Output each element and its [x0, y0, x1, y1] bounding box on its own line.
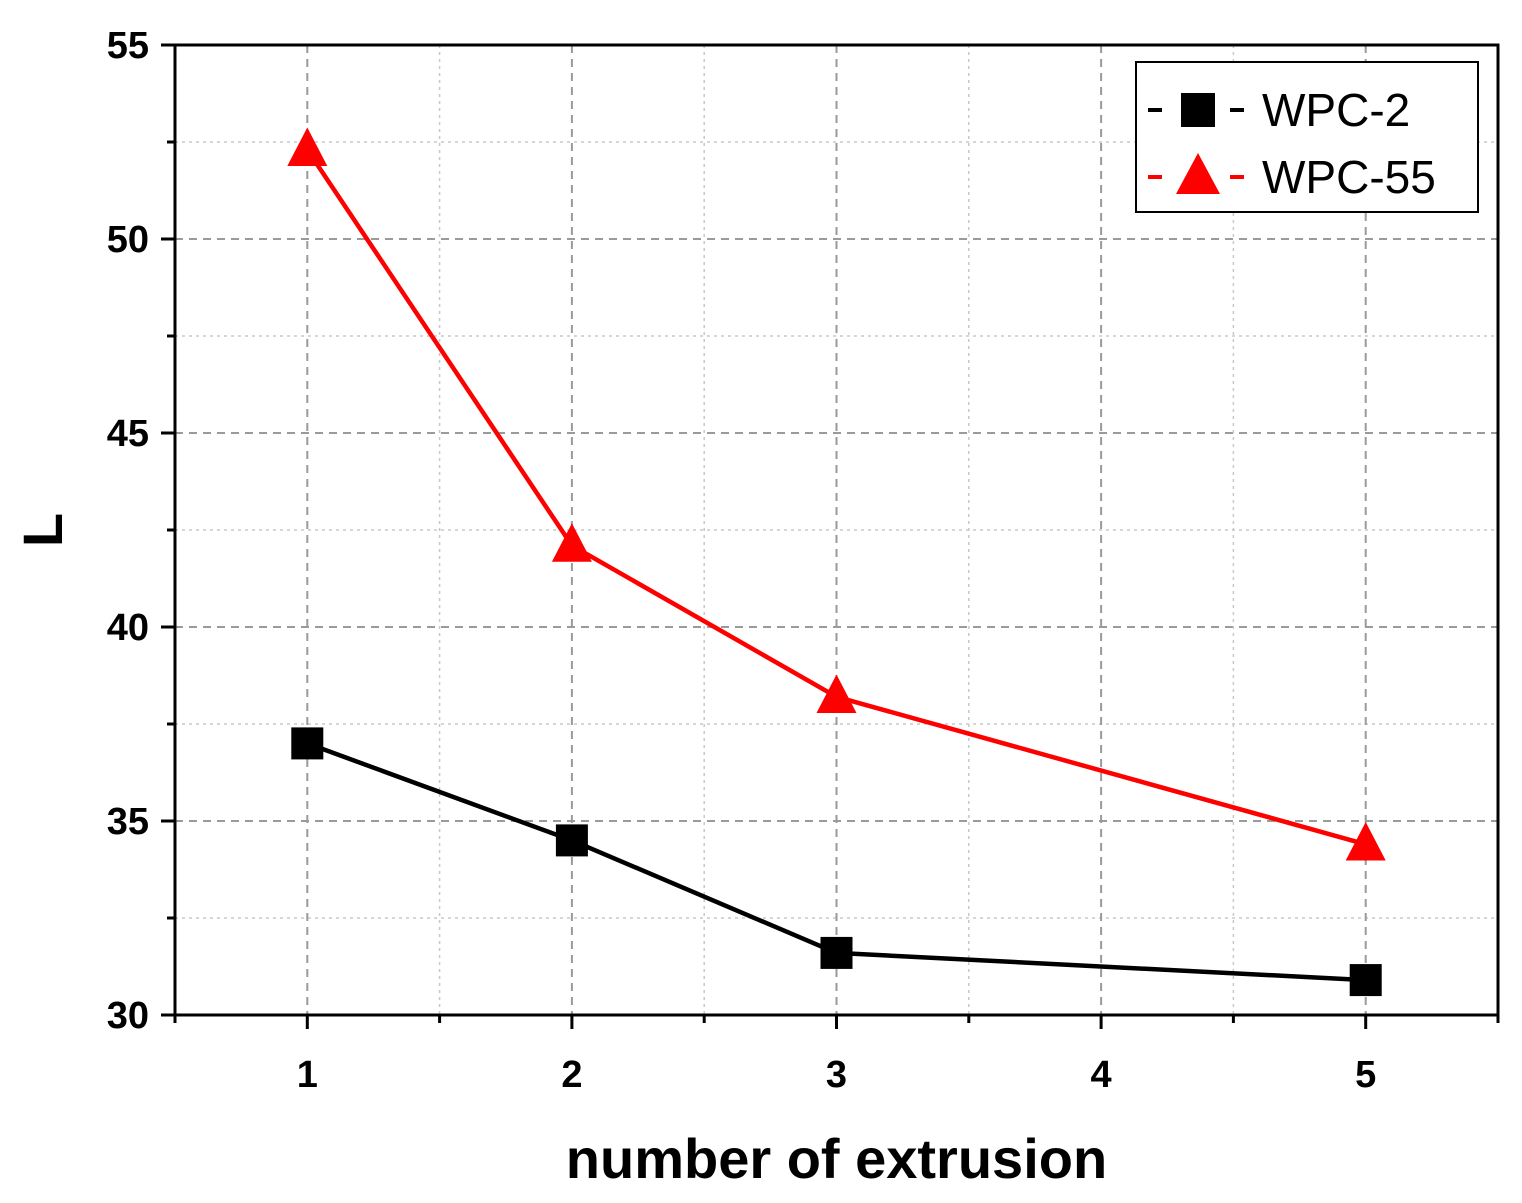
x-tick-label: 2	[561, 1054, 582, 1096]
legend-label-wpc-2: WPC-2	[1262, 84, 1410, 136]
data-point-wpc-2	[820, 936, 853, 969]
y-tick-label: 40	[107, 607, 149, 649]
y-tick-label: 35	[107, 801, 149, 843]
data-point-wpc-2	[1349, 964, 1382, 997]
x-axis-title: number of extrusion	[566, 1127, 1107, 1190]
data-point-wpc-55	[287, 127, 328, 166]
y-tick-label: 30	[107, 995, 149, 1037]
data-point-wpc-2	[291, 727, 324, 760]
data-point-wpc-55	[551, 523, 592, 562]
data-point-wpc-2	[555, 824, 588, 857]
series-layer	[287, 127, 1386, 997]
data-point-wpc-55	[816, 674, 857, 714]
x-tick-label: 5	[1355, 1054, 1376, 1096]
x-tick-label: 1	[297, 1054, 318, 1096]
y-tick-label: 50	[107, 219, 149, 261]
x-tick-label: 3	[826, 1054, 847, 1096]
series-line-wpc-2	[306, 741, 1366, 983]
y-tick-label: 55	[107, 25, 149, 67]
data-point-wpc-55	[1345, 821, 1386, 861]
legend-marker-square	[1181, 93, 1215, 127]
y-axis-title: L	[11, 513, 74, 547]
legend-marker-triangle	[1176, 153, 1220, 194]
legend: WPC-2 WPC-55	[1135, 61, 1479, 213]
y-tick-label: 45	[107, 413, 149, 455]
series-line-wpc-55	[305, 148, 1367, 847]
x-tick-label: 4	[1091, 1054, 1112, 1096]
legend-label-wpc-55: WPC-55	[1262, 151, 1436, 203]
